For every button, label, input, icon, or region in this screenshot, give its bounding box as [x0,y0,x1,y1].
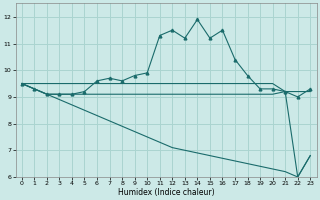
X-axis label: Humidex (Indice chaleur): Humidex (Indice chaleur) [118,188,214,197]
